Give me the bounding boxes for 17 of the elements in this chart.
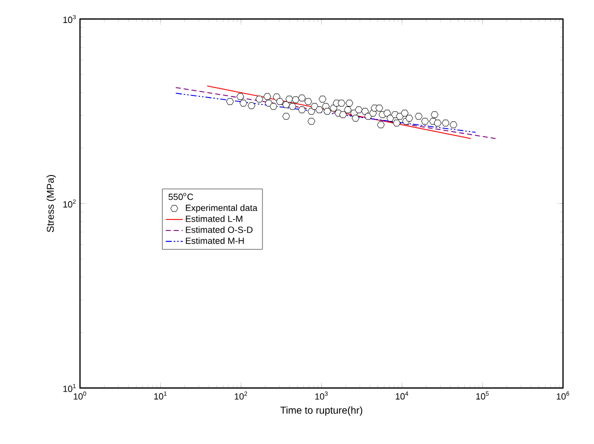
legend-title: 550$^{o}$C (168, 192, 194, 200)
legend-label: Estimated M-H (186, 237, 244, 244)
x-tick-label: 10$^{4}$ (396, 392, 408, 400)
x-tick-label: 10$^{0}$ (74, 392, 86, 400)
legend-label: Estimated L-M (186, 215, 242, 222)
y-axis-title: Stress (MPa) (46, 175, 56, 232)
y-tick-label: 10$^{1}$ (63, 384, 76, 392)
legend-label: Estimated O-S-D (186, 226, 253, 233)
x-tick-label: 10$^{6}$ (556, 392, 570, 400)
x-tick-label: 10$^{2}$ (234, 392, 248, 400)
y-tick-label: 10$^{2}$ (63, 199, 76, 208)
y-tick-label: 10$^{3}$ (63, 14, 76, 24)
x-axis-title: Time to rupture(hr) (280, 406, 362, 416)
legend-label: Experimental data (186, 204, 258, 213)
x-tick-label: 10$^{3}$ (315, 392, 328, 400)
x-tick-label: 10$^{1}$ (154, 392, 167, 400)
x-tick-label: 10$^{5}$ (476, 392, 489, 400)
